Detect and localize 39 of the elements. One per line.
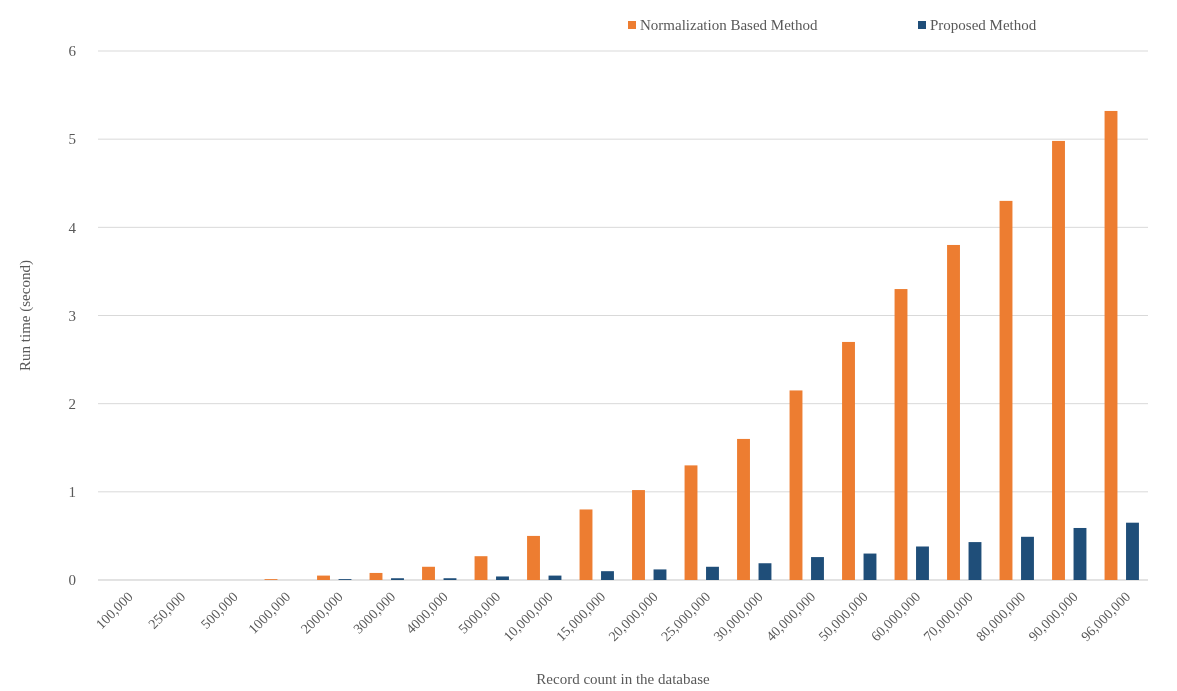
legend-label: Normalization Based Method: [640, 17, 818, 33]
bar: [706, 566, 719, 580]
y-axis-title: Run time (second): [17, 260, 34, 371]
y-tick-label: 4: [68, 219, 77, 236]
bar: [737, 438, 750, 580]
y-tick-label: 3: [68, 307, 76, 324]
bar: [601, 571, 614, 580]
y-tick-label: 6: [68, 43, 77, 60]
bar: [916, 546, 929, 580]
y-tick-label: 2: [68, 395, 76, 412]
bar: [579, 509, 593, 580]
bar: [632, 490, 645, 580]
bar: [1126, 522, 1139, 580]
bar: [653, 569, 667, 580]
bar: [527, 535, 540, 580]
y-tick-label: 0: [68, 572, 76, 589]
y-tick-label: 5: [68, 131, 76, 148]
bar: [317, 575, 330, 580]
bar: [1021, 536, 1034, 580]
legend-label: Proposed Method: [930, 17, 1037, 33]
bar: [758, 563, 772, 580]
bar: [894, 289, 908, 580]
bar: [684, 465, 698, 580]
bar: [811, 557, 824, 580]
bar: [842, 341, 855, 580]
bar: [496, 576, 509, 580]
bar: [968, 542, 982, 580]
bar: [863, 553, 877, 580]
bar: [1104, 110, 1118, 580]
bar: [1073, 527, 1087, 580]
bar: [369, 572, 383, 580]
y-tick-label: 1: [68, 484, 76, 501]
bar: [474, 556, 488, 580]
bar: [999, 200, 1013, 580]
bar: [1052, 140, 1065, 580]
bar: [789, 390, 803, 580]
bar: [422, 566, 435, 580]
x-axis-title: Record count in the database: [536, 671, 710, 687]
bar: [947, 244, 960, 580]
